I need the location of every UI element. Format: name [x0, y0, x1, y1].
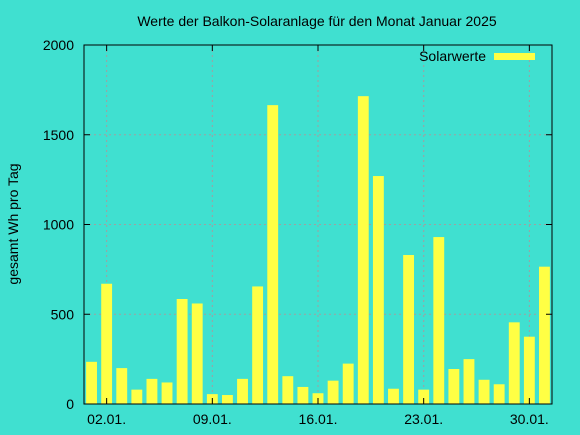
x-tick-label: 16.01.: [299, 411, 338, 427]
bar: [357, 96, 369, 404]
bar: [403, 255, 415, 404]
legend-label: Solarwerte: [419, 48, 486, 64]
bar: [252, 286, 264, 404]
bar: [146, 378, 158, 404]
bar: [523, 336, 535, 404]
y-tick-label: 1000: [43, 217, 74, 233]
bar: [372, 176, 384, 404]
legend-swatch: [494, 53, 535, 60]
grid-layer: [84, 45, 552, 404]
bar: [101, 283, 113, 404]
bar: [342, 363, 354, 404]
x-tick-label: 09.01.: [193, 411, 232, 427]
y-tick-label: 2000: [43, 37, 74, 53]
bar: [131, 389, 143, 404]
bar: [237, 378, 248, 404]
x-tick-label: 02.01.: [87, 411, 126, 427]
bar: [297, 386, 309, 404]
bar: [327, 380, 339, 404]
bar: [116, 368, 128, 404]
y-tick-label: 500: [51, 306, 75, 322]
y-tick-label: 0: [66, 396, 74, 412]
y-tick-label: 1500: [43, 127, 74, 143]
legend: Solarwerte: [419, 48, 535, 64]
bar: [539, 266, 550, 404]
bar: [493, 384, 505, 404]
bar: [161, 382, 173, 404]
bar: [86, 361, 97, 404]
bar: [448, 368, 460, 404]
bar: [508, 322, 520, 404]
bar: [418, 389, 430, 404]
x-tick-label: 30.01.: [510, 411, 549, 427]
bar: [388, 388, 399, 404]
bar: [282, 376, 294, 404]
bar: [433, 237, 445, 404]
chart-title: Werte der Balkon-Solaranlage für den Mon…: [137, 13, 497, 29]
tick-layer: 0 500 1000 1500 2000 02.01. 09.01. 16.01. 23.01.…: [43, 37, 552, 427]
bar-layer: [86, 96, 550, 404]
bar: [191, 303, 203, 404]
x-tick-label: 23.01.: [404, 411, 443, 427]
bar: [221, 395, 233, 404]
bar: [176, 298, 188, 404]
bar: [267, 105, 279, 404]
y-axis-label: gesamt Wh pro Tag: [5, 163, 21, 284]
bar: [478, 379, 490, 404]
bar: [463, 359, 475, 404]
